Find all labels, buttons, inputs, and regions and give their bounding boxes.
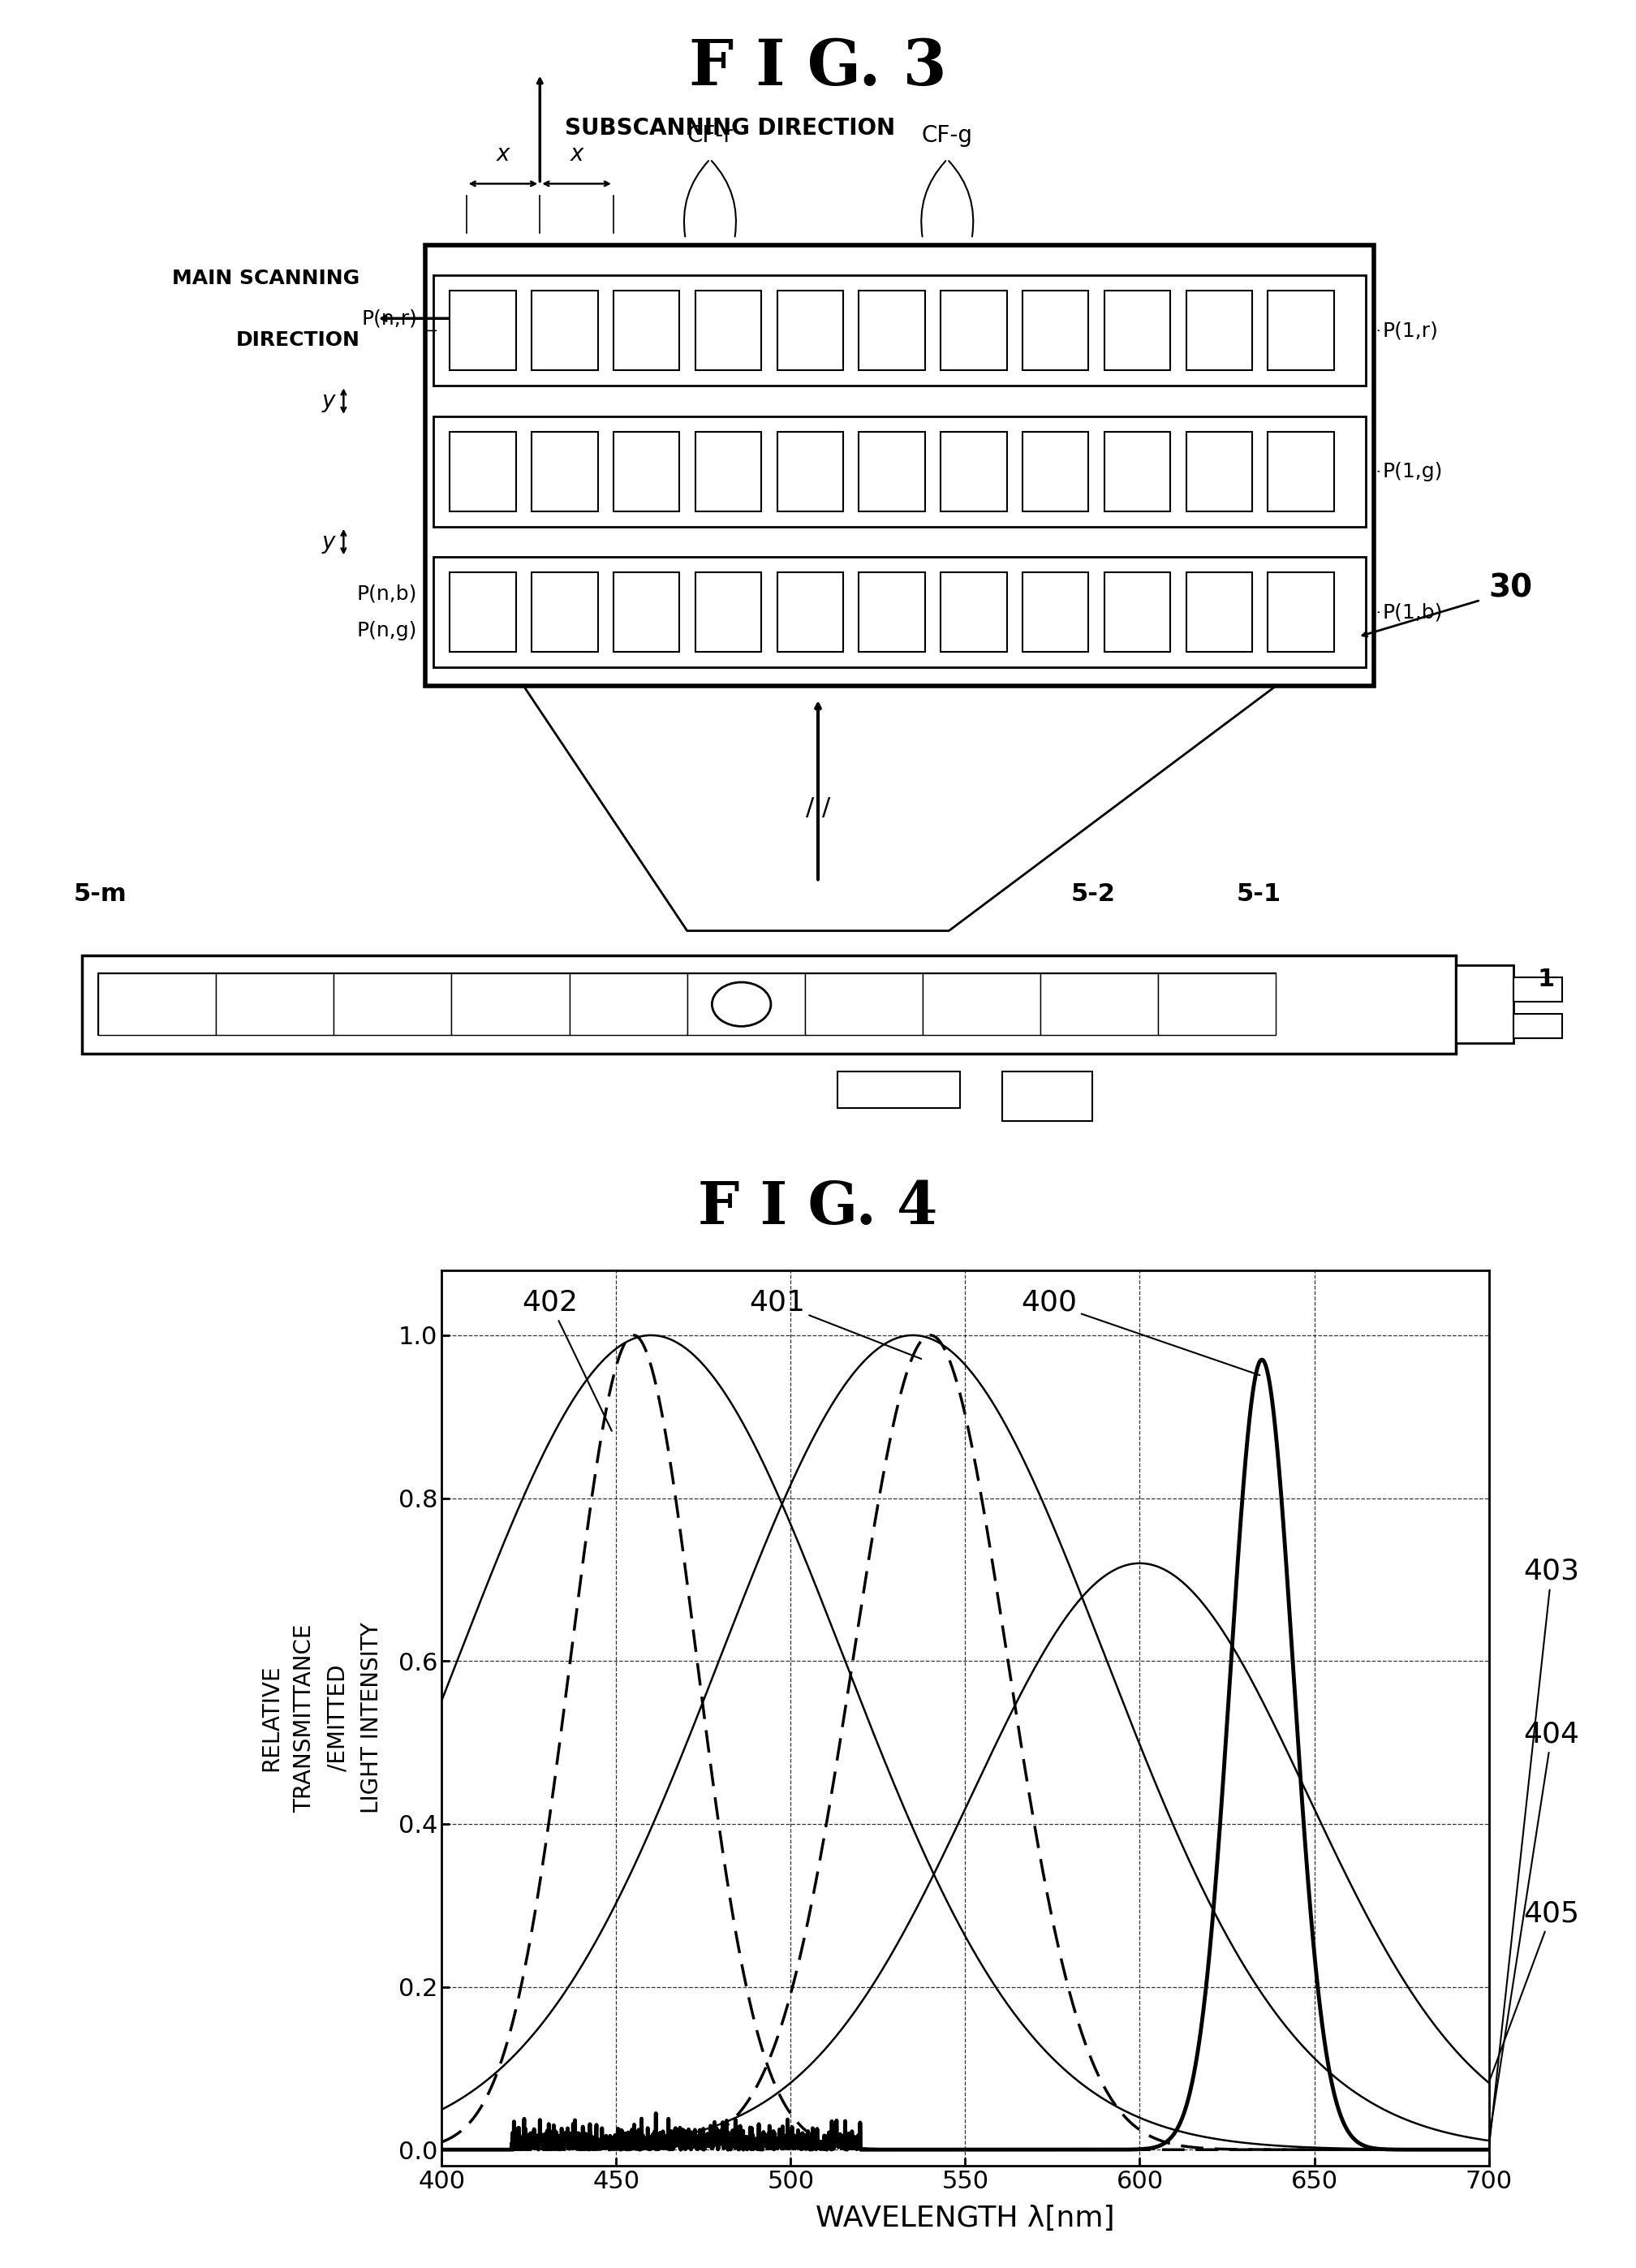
Text: SUBSCANNING DIRECTION: SUBSCANNING DIRECTION <box>564 118 895 141</box>
Bar <box>941 574 1006 651</box>
Bar <box>838 1073 960 1109</box>
Bar <box>923 973 1040 1034</box>
Bar <box>1456 966 1513 1043</box>
Text: 401: 401 <box>749 1288 921 1359</box>
Text: P(n,r): P(n,r) <box>362 308 417 329</box>
Text: x: x <box>496 143 510 166</box>
Bar <box>334 973 452 1034</box>
Bar <box>452 973 569 1034</box>
Bar <box>695 290 761 370</box>
Text: y: y <box>322 390 335 413</box>
Text: 5-1: 5-1 <box>1237 882 1281 907</box>
Bar <box>1513 978 1562 1002</box>
Bar <box>216 973 334 1034</box>
Bar <box>434 558 1366 667</box>
X-axis label: WAVELENGTH λ[nm]: WAVELENGTH λ[nm] <box>816 2204 1114 2232</box>
Bar <box>614 290 679 370</box>
Text: CF-b: CF-b <box>874 576 926 599</box>
Bar <box>695 574 761 651</box>
Text: 403: 403 <box>1489 1558 1580 2148</box>
Bar <box>532 574 597 651</box>
Bar <box>777 574 843 651</box>
Bar <box>941 290 1006 370</box>
Bar <box>1022 574 1088 651</box>
Bar <box>1158 973 1276 1034</box>
Bar <box>98 973 1276 1034</box>
Bar <box>425 245 1374 685</box>
Text: P(1,r): P(1,r) <box>1382 322 1438 340</box>
Text: 6: 6 <box>898 1077 915 1102</box>
Bar <box>98 973 216 1034</box>
Bar <box>569 973 687 1034</box>
Bar <box>450 431 515 510</box>
Bar <box>859 574 924 651</box>
Bar <box>1268 431 1333 510</box>
Text: 405: 405 <box>1489 1901 1580 2080</box>
Bar <box>1104 574 1170 651</box>
Bar <box>777 431 843 510</box>
Text: P(1,g): P(1,g) <box>1382 463 1443 481</box>
Text: CF-r: CF-r <box>687 125 733 147</box>
Y-axis label: RELATIVE
TRANSMITTANCE
/EMITTED
LIGHT INTENSITY: RELATIVE TRANSMITTANCE /EMITTED LIGHT IN… <box>260 1622 383 1814</box>
Bar <box>1040 973 1158 1034</box>
Text: 7: 7 <box>1049 1077 1067 1102</box>
Bar <box>434 277 1366 386</box>
Text: y: y <box>322 531 335 553</box>
Bar <box>1186 290 1252 370</box>
Bar <box>1268 574 1333 651</box>
Bar <box>1003 1073 1093 1120</box>
Bar <box>1513 1014 1562 1039</box>
Text: 30: 30 <box>1489 572 1533 603</box>
Text: P(n,b): P(n,b) <box>357 585 417 603</box>
Bar <box>450 574 515 651</box>
Text: 404: 404 <box>1489 1721 1580 2139</box>
Text: F I G. 4: F I G. 4 <box>699 1179 937 1236</box>
Text: P(1,b): P(1,b) <box>1382 603 1443 621</box>
Bar <box>687 973 805 1034</box>
Bar <box>450 290 515 370</box>
Text: 400: 400 <box>1021 1288 1260 1374</box>
Text: F I G. 3: F I G. 3 <box>689 36 947 98</box>
Bar <box>777 290 843 370</box>
Bar <box>532 290 597 370</box>
Bar <box>805 973 923 1034</box>
Bar <box>859 431 924 510</box>
Text: DIRECTION: DIRECTION <box>236 331 360 349</box>
Text: 5-2: 5-2 <box>1072 882 1116 907</box>
Text: x: x <box>569 143 584 166</box>
Bar <box>82 955 1456 1052</box>
Bar <box>941 431 1006 510</box>
Text: P(n,g): P(n,g) <box>357 621 417 640</box>
Bar <box>1268 290 1333 370</box>
Polygon shape <box>524 685 1276 930</box>
Text: CF-g: CF-g <box>921 125 973 147</box>
Text: MAIN SCANNING: MAIN SCANNING <box>172 268 360 288</box>
Text: 1: 1 <box>1538 968 1554 991</box>
Text: 5-m: 5-m <box>74 882 128 907</box>
Bar <box>614 574 679 651</box>
Text: / /: / / <box>805 796 831 821</box>
Bar <box>614 431 679 510</box>
Bar <box>532 431 597 510</box>
Bar <box>1104 290 1170 370</box>
Bar <box>1186 574 1252 651</box>
Bar <box>1022 431 1088 510</box>
Bar <box>1186 431 1252 510</box>
Bar <box>1104 431 1170 510</box>
Bar <box>1022 290 1088 370</box>
Bar <box>859 290 924 370</box>
Text: 402: 402 <box>522 1288 612 1431</box>
Bar <box>695 431 761 510</box>
Bar <box>434 417 1366 526</box>
